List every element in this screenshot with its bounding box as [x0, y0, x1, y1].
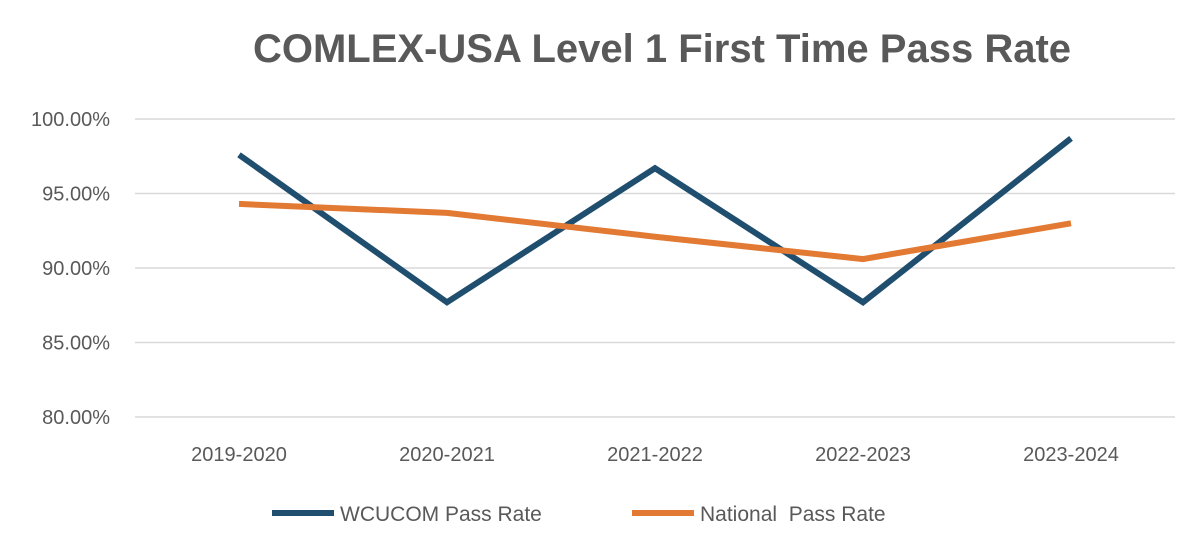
x-tick-label: 2022-2023 — [815, 444, 911, 466]
y-tick-label: 85.00% — [42, 333, 110, 355]
y-axis-ticks: 80.00% 85.00% 90.00% 95.00% 100.00% — [31, 109, 110, 429]
legend-label: WCUCOM Pass Rate — [340, 503, 542, 526]
x-axis-ticks: 2019-2020 2020-2021 2021-2022 2022-2023 2023… — [191, 444, 1119, 466]
legend: WCUCOM Pass Rate National Pass Rate — [272, 503, 886, 526]
y-tick-label: 100.00% — [31, 109, 110, 131]
series-line-2 — [238, 200, 1072, 263]
x-tick-label: 2023-2024 — [1023, 444, 1119, 466]
series-lines — [237, 136, 1073, 306]
series-line-1 — [237, 136, 1073, 306]
y-tick-label: 95.00% — [42, 184, 110, 206]
chart-title: COMLEX-USA Level 1 First Time Pass Rate — [253, 27, 1071, 71]
y-tick-label: 80.00% — [42, 407, 110, 429]
x-tick-label: 2019-2020 — [191, 444, 287, 466]
gridlines — [135, 118, 1175, 418]
legend-label: National Pass Rate — [700, 503, 886, 526]
y-tick-label: 90.00% — [42, 258, 110, 280]
x-tick-label: 2020-2021 — [399, 444, 495, 466]
x-tick-label: 2021-2022 — [607, 444, 703, 466]
